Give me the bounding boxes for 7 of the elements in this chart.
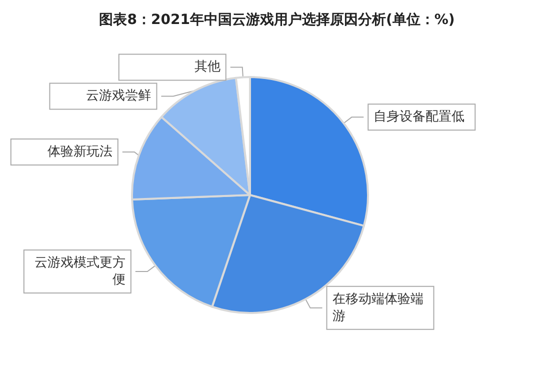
slice-label: 其他 [194, 60, 220, 75]
slice-label: 在移动端体验端游 [332, 292, 424, 324]
slice-label: 体验新玩法 [47, 144, 112, 160]
slice-label: 自身设备配置低 [374, 110, 465, 125]
slice-label: 云游戏尝鲜 [86, 88, 152, 104]
chart-title: 图表8：2021年中国云游戏用户选择原因分析(单位：%) [99, 11, 455, 28]
slice-label: 云游戏模式更方便 [34, 254, 126, 288]
